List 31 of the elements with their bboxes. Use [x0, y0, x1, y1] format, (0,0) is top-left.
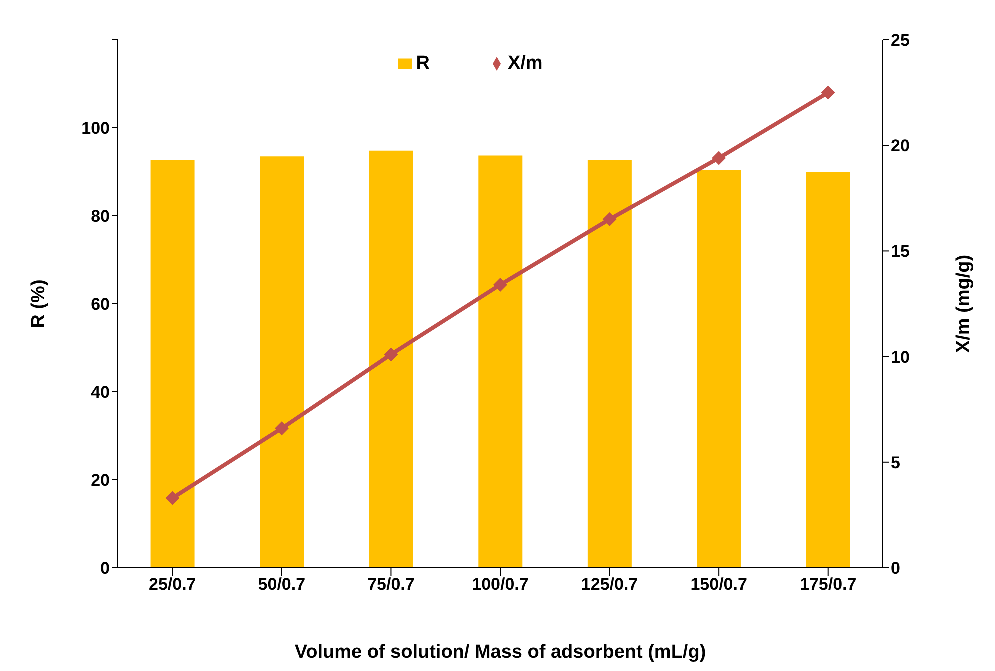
y-tick-label: 40	[91, 383, 110, 402]
y2-tick-label: 5	[891, 453, 900, 472]
y-tick-label: 0	[100, 559, 110, 578]
x-tick-label: 150/0.7	[690, 575, 748, 594]
y-tick-label: 60	[91, 295, 110, 314]
y2-tick-label: 25	[891, 31, 910, 50]
y2-tick-label: 10	[891, 348, 910, 367]
y2-tick-label: 0	[891, 559, 900, 578]
point	[712, 151, 726, 166]
x-tick-label: 100/0.7	[472, 575, 529, 594]
y2-tick-label: 20	[891, 136, 910, 156]
y2-tick-label: 15	[891, 242, 910, 262]
point	[602, 212, 617, 227]
legend-label: R	[416, 53, 430, 74]
point	[384, 348, 398, 362]
point	[821, 86, 836, 100]
x-axis-title: Volume of solution/ Mass of adsorbent (mL/g)	[294, 642, 706, 663]
point	[494, 278, 508, 292]
y-tick-label: 20	[91, 471, 110, 490]
x-tick-label: 25/0.7	[149, 575, 196, 594]
y-axis-title: R (%)	[28, 280, 50, 328]
y2-axis-title: X/m (mg/g)	[954, 254, 975, 354]
y-tick-label: 100	[82, 119, 110, 138]
x-tick-label: 75/0.7	[368, 575, 415, 594]
legend-label: X/m	[508, 53, 543, 74]
y-tick-label: 80	[91, 207, 110, 226]
x-tick-label: 125/0.7	[581, 575, 638, 594]
x-tick-label: 175/0.7	[800, 575, 857, 594]
point	[166, 491, 180, 506]
point	[274, 422, 289, 436]
x-tick-label: 50/0.7	[258, 575, 306, 594]
